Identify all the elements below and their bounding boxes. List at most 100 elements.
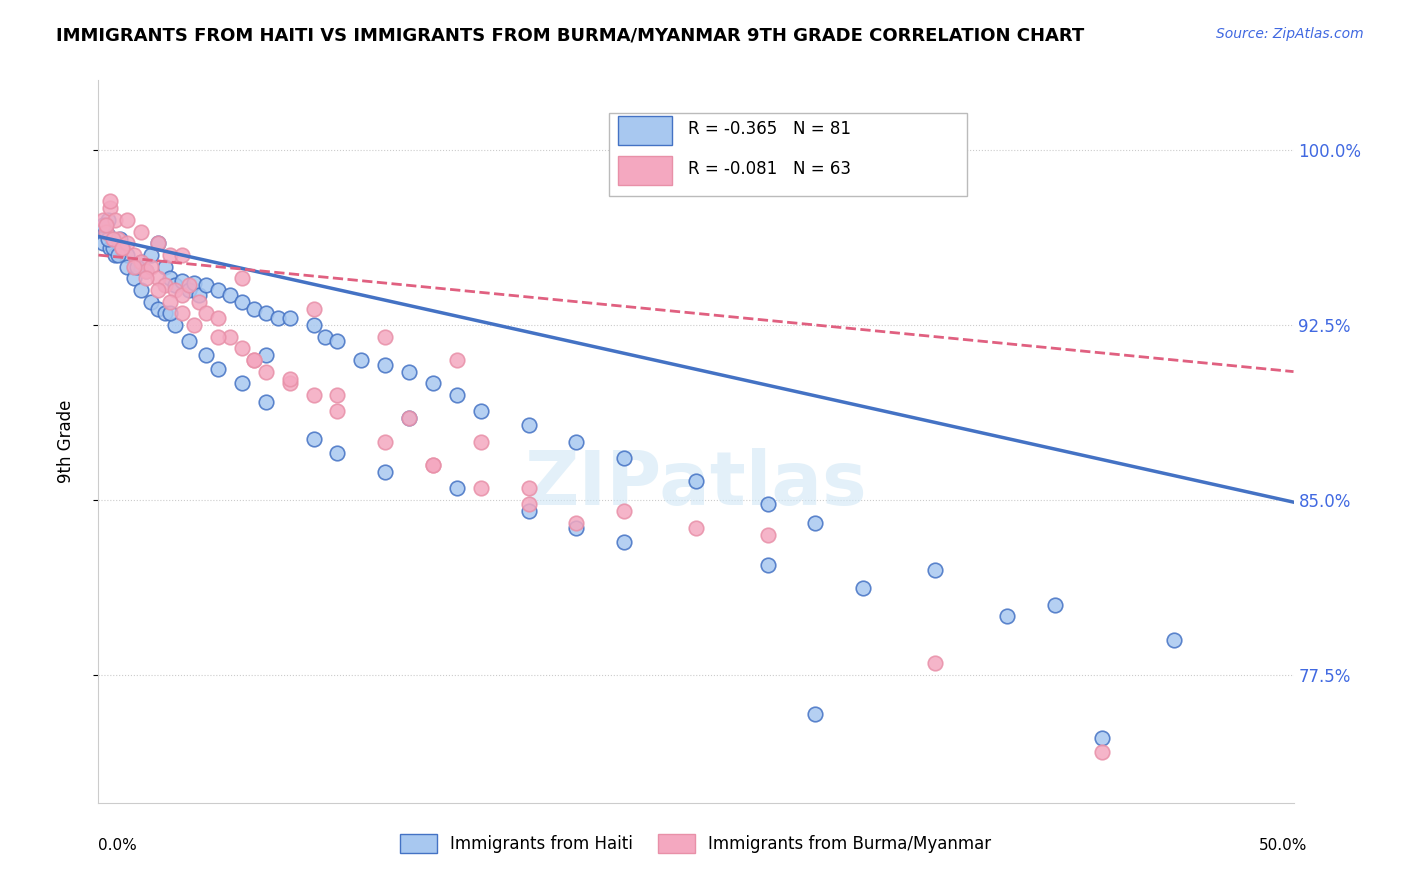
Point (135, 264, 157, 278)
Point (517, 418, 540, 433)
Point (115, 236, 138, 251)
Point (148, 271, 170, 285)
Point (231, 294, 253, 309)
Point (852, 582, 875, 596)
Point (254, 348, 277, 362)
Point (995, 609, 1018, 624)
Point (1043, 598, 1066, 612)
Point (374, 329, 396, 343)
Point (231, 271, 253, 285)
FancyBboxPatch shape (619, 156, 672, 185)
Point (159, 294, 181, 309)
Point (517, 481, 540, 495)
Point (243, 301, 266, 316)
Point (155, 260, 177, 274)
Point (139, 260, 162, 274)
Point (131, 255, 153, 269)
Point (565, 521, 588, 535)
Point (101, 232, 124, 246)
Point (350, 353, 373, 368)
Point (565, 516, 588, 530)
Text: 50.0%: 50.0% (1260, 838, 1308, 854)
Point (685, 521, 707, 535)
Point (187, 287, 209, 301)
Point (302, 318, 325, 332)
Point (219, 287, 242, 301)
Point (124, 260, 146, 274)
Point (207, 362, 229, 376)
Point (254, 395, 277, 409)
Point (94, 225, 117, 239)
Point (135, 271, 157, 285)
Point (207, 283, 229, 297)
Point (163, 283, 186, 297)
Point (101, 232, 124, 246)
Point (91, 236, 114, 251)
Point (179, 334, 201, 349)
Point (124, 271, 146, 285)
Point (107, 232, 129, 246)
Point (98, 194, 122, 209)
Point (172, 306, 194, 320)
Point (183, 276, 205, 290)
Point (97, 232, 120, 246)
Point (613, 534, 636, 549)
Text: R = -0.365   N = 81: R = -0.365 N = 81 (688, 120, 851, 138)
Point (207, 311, 229, 326)
Point (422, 376, 444, 391)
Point (243, 353, 266, 368)
Point (101, 241, 124, 255)
Point (124, 248, 146, 262)
Point (163, 278, 186, 293)
Point (195, 278, 218, 293)
Point (326, 334, 349, 349)
Point (613, 504, 636, 518)
Point (517, 504, 540, 518)
Point (446, 388, 468, 402)
Point (139, 248, 162, 262)
Point (159, 248, 181, 262)
Point (326, 404, 349, 418)
Point (94, 225, 117, 239)
Point (231, 341, 253, 355)
Point (159, 271, 181, 285)
Point (470, 481, 492, 495)
Legend: Immigrants from Haiti, Immigrants from Burma/Myanmar: Immigrants from Haiti, Immigrants from B… (394, 827, 998, 860)
Point (94, 225, 117, 239)
Point (98, 241, 122, 255)
Point (1091, 731, 1114, 745)
Point (243, 353, 266, 368)
Point (98, 202, 122, 216)
Point (163, 318, 186, 332)
Point (398, 411, 420, 425)
Point (155, 278, 177, 293)
Point (115, 248, 138, 262)
Text: ZIPatlas: ZIPatlas (524, 449, 868, 522)
Point (172, 274, 194, 288)
Y-axis label: 9th Grade: 9th Grade (56, 400, 75, 483)
Point (756, 558, 779, 572)
Point (398, 411, 420, 425)
Point (187, 294, 209, 309)
Point (315, 329, 337, 343)
Point (278, 376, 301, 391)
Point (804, 707, 827, 722)
Point (159, 306, 181, 320)
Point (111, 241, 134, 255)
Point (111, 241, 134, 255)
Point (148, 301, 170, 316)
Point (374, 465, 396, 479)
Point (155, 306, 177, 320)
Point (302, 432, 325, 446)
Point (172, 248, 194, 262)
Point (115, 213, 138, 227)
Point (148, 283, 170, 297)
Point (470, 404, 492, 418)
Point (115, 260, 138, 274)
Point (97, 213, 120, 227)
Point (207, 329, 229, 343)
Point (135, 264, 157, 278)
Point (446, 481, 468, 495)
Point (172, 287, 194, 301)
FancyBboxPatch shape (619, 117, 672, 145)
